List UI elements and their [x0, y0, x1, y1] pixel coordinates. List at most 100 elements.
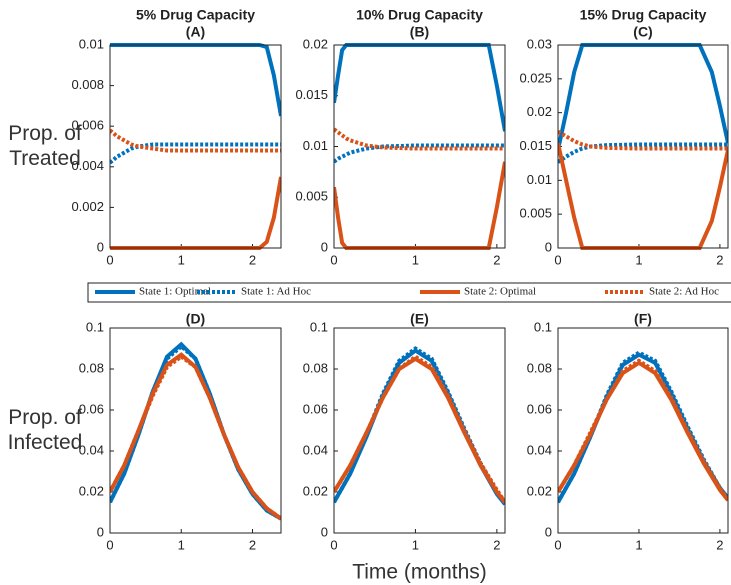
y-axis-label: Infected: [8, 431, 83, 454]
series-line: [110, 176, 281, 250]
series-line: [334, 43, 505, 132]
y-tick-label: 0.02: [303, 36, 328, 51]
series-line: [334, 356, 505, 504]
y-tick-label: 0.005: [519, 206, 552, 221]
y-tick-label: 0: [97, 524, 104, 539]
panel-title: 10% Drug Capacity: [356, 7, 483, 23]
y-tick-label: 0.01: [303, 138, 328, 153]
panel-title: 5% Drug Capacity: [136, 7, 255, 23]
y-tick-label: 0.02: [527, 104, 552, 119]
series-line: [558, 350, 728, 504]
x-tick-label: 2: [249, 252, 256, 267]
series-line: [334, 346, 505, 506]
legend-label: State 1: Ad Hoc: [241, 286, 311, 298]
y-tick-label: 0.1: [310, 319, 328, 334]
series-line: [558, 352, 728, 504]
legend-box: [87, 282, 731, 303]
y-tick-label: 0.004: [71, 158, 104, 173]
series-line: [110, 354, 281, 521]
y-tick-label: 0: [545, 524, 552, 539]
x-tick-label: 0: [554, 537, 561, 552]
legend-label: State 2: Ad Hoc: [649, 286, 719, 298]
series-line: [334, 127, 505, 151]
y-tick-label: 0.06: [527, 401, 552, 416]
series-line: [334, 348, 505, 506]
series-line: [110, 343, 281, 521]
y-tick-label: 0.02: [303, 483, 328, 498]
y-tick-label: 0.02: [79, 483, 104, 498]
y-tick-label: 0.04: [79, 442, 104, 457]
x-tick-label: 1: [178, 252, 185, 267]
axes-box: [333, 44, 506, 249]
series-line: [334, 143, 505, 164]
y-tick-label: 0.1: [534, 319, 552, 334]
x-tick-label: 2: [716, 537, 723, 552]
x-tick-label: 1: [635, 537, 642, 552]
series-line: [558, 142, 728, 250]
legend-label: State 1: Optimal: [139, 286, 211, 298]
axes-box: [109, 44, 282, 249]
x-tick-label: 0: [554, 252, 561, 267]
series-line: [558, 43, 728, 151]
y-tick-label: 0.03: [527, 36, 552, 51]
y-tick-label: 0.04: [527, 442, 552, 457]
y-tick-label: 0: [321, 524, 328, 539]
axes-box: [333, 327, 506, 534]
series-line: [558, 142, 728, 164]
x-tick-label: 2: [249, 537, 256, 552]
y-tick-label: 0.06: [303, 401, 328, 416]
x-tick-label: 0: [330, 537, 337, 552]
y-tick-label: 0.02: [527, 483, 552, 498]
series-line: [334, 161, 505, 250]
y-tick-label: 0.01: [79, 36, 104, 51]
x-tick-label: 1: [635, 252, 642, 267]
panel-label: (C): [633, 24, 652, 40]
x-tick-label: 2: [493, 252, 500, 267]
y-tick-label: 0.08: [79, 360, 104, 375]
series-line: [110, 142, 281, 165]
y-tick-label: 0.006: [71, 118, 104, 133]
legend-label: State 2: Optimal: [464, 286, 536, 298]
y-axis-label: Prop. of: [8, 406, 82, 429]
y-tick-label: 0.015: [519, 138, 552, 153]
y-axis-label: Treated: [9, 147, 81, 170]
panel-label: (D): [186, 311, 205, 327]
y-tick-label: 0: [545, 239, 552, 254]
x-tick-label: 0: [330, 252, 337, 267]
panel-label: (B): [410, 24, 429, 40]
series-line: [558, 129, 728, 151]
axes-box: [557, 44, 729, 249]
x-tick-label: 1: [412, 252, 419, 267]
x-tick-label: 0: [106, 252, 113, 267]
y-axis-label: Prop. of: [8, 122, 82, 145]
panel-label: (F): [634, 311, 652, 327]
y-tick-label: 0.008: [71, 77, 104, 92]
y-tick-label: 0.015: [295, 87, 328, 102]
x-tick-label: 1: [178, 537, 185, 552]
panel-label: (E): [410, 311, 429, 327]
panel-title: 15% Drug Capacity: [580, 7, 707, 23]
y-tick-label: 0: [321, 239, 328, 254]
series-line: [558, 358, 728, 502]
axes-box: [109, 327, 282, 534]
series-line: [334, 354, 505, 504]
y-tick-label: 0.005: [295, 189, 328, 204]
series-line: [110, 43, 281, 117]
axes-box: [557, 327, 729, 534]
y-tick-label: 0: [97, 239, 104, 254]
y-tick-label: 0.08: [303, 360, 328, 375]
x-tick-label: 2: [493, 537, 500, 552]
x-tick-label: 1: [412, 537, 419, 552]
y-tick-label: 0.1: [86, 319, 104, 334]
x-tick-label: 2: [716, 252, 723, 267]
series-line: [558, 360, 728, 502]
y-tick-label: 0.06: [79, 401, 104, 416]
y-tick-label: 0.08: [527, 360, 552, 375]
y-tick-label: 0.01: [527, 172, 552, 187]
y-tick-label: 0.025: [519, 70, 552, 85]
y-tick-label: 0.002: [71, 199, 104, 214]
x-axis-label: Time (months): [352, 561, 487, 584]
series-line: [110, 128, 281, 153]
panel-label: (A): [186, 24, 205, 40]
